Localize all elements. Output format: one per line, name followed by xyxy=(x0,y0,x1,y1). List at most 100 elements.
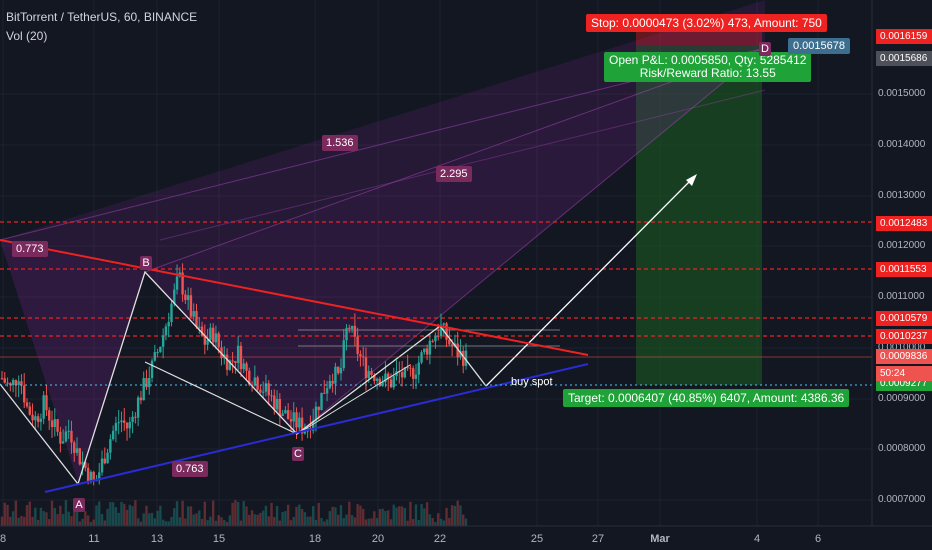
candle-body xyxy=(78,448,81,465)
x-tick-label: 13 xyxy=(150,533,164,545)
x-tick-label: 18 xyxy=(308,533,322,545)
volume-bar xyxy=(173,508,176,526)
candle-body xyxy=(345,327,348,341)
volume-bar xyxy=(120,501,123,526)
candle-body xyxy=(325,388,329,394)
volume-bar xyxy=(248,514,251,526)
volume-bar xyxy=(462,514,465,526)
fib-line-2 xyxy=(144,47,766,273)
candle-body xyxy=(117,422,120,424)
volume-bar xyxy=(95,505,98,526)
volume-bar xyxy=(334,507,337,526)
volume-bar xyxy=(198,510,201,526)
price-tag: 0.0016159 xyxy=(876,29,932,44)
candle-body xyxy=(214,333,218,343)
candle-body xyxy=(412,368,415,379)
y-tick-label: 0.0014000 xyxy=(878,139,926,150)
volume-bar xyxy=(106,508,109,526)
candle-body xyxy=(23,385,26,403)
candle-body xyxy=(92,471,95,481)
candle-body xyxy=(300,417,304,434)
volume-bar xyxy=(156,510,159,526)
volume-bar xyxy=(464,518,468,526)
volume-bar xyxy=(417,519,420,526)
volume-bar xyxy=(50,500,54,526)
fib-line-3 xyxy=(296,47,766,435)
x-tick-label: 8 xyxy=(0,533,7,545)
candle-body xyxy=(259,389,262,393)
x-tick-label: 6 xyxy=(814,533,822,545)
volume-bar xyxy=(14,500,18,526)
volume-bar xyxy=(139,521,143,526)
candle-body xyxy=(381,382,384,386)
point-b-label: B xyxy=(140,256,152,270)
volume-bar xyxy=(445,507,448,526)
volume-bar xyxy=(420,504,423,526)
candle-body xyxy=(86,467,90,482)
volume-bar xyxy=(67,511,70,526)
pattern-cd-lower xyxy=(296,364,411,435)
volume-bar xyxy=(70,516,73,526)
candle-body xyxy=(373,374,376,381)
volume-bar xyxy=(123,503,126,526)
volume-bar xyxy=(348,501,351,526)
volume-bar xyxy=(256,514,259,526)
volume-bar xyxy=(295,506,298,526)
candle-body xyxy=(0,378,4,380)
open-pnl-box: Open P&L: 0.0005850, Qty: 5285412 Risk/R… xyxy=(604,52,812,82)
volume-label: Vol (20) xyxy=(6,29,48,43)
volume-bar xyxy=(223,519,226,526)
volume-bar xyxy=(164,521,168,526)
chart-grid xyxy=(0,0,872,526)
candle-body xyxy=(56,419,59,432)
volume-bar xyxy=(186,506,190,526)
price-tag: 0.0012483 xyxy=(876,216,932,231)
candle-body xyxy=(250,384,254,386)
candle-body xyxy=(189,295,193,317)
candle-body xyxy=(9,383,12,386)
volume-bar xyxy=(34,507,37,526)
candle-body xyxy=(198,326,201,328)
candle-body xyxy=(100,458,104,473)
volume-bar xyxy=(73,506,76,526)
candle-body xyxy=(370,371,373,375)
volume-bar xyxy=(453,505,457,526)
volume-bar xyxy=(228,515,232,526)
volume-bar xyxy=(328,511,332,526)
volume-bar xyxy=(225,521,229,526)
candle-body xyxy=(156,352,159,354)
candle-body xyxy=(17,381,20,386)
volume-bar xyxy=(150,512,154,526)
price-tag: 0.0010579 xyxy=(876,311,932,326)
volume-bar xyxy=(53,507,56,526)
volume-bar xyxy=(281,512,284,526)
buy-spot-label: buy spot xyxy=(511,376,553,388)
volume-bars xyxy=(0,500,468,526)
volume-bar xyxy=(286,504,290,526)
candle-body xyxy=(98,472,101,481)
volume-bar xyxy=(339,505,343,526)
fib-triangle-left xyxy=(0,240,145,482)
candle-body xyxy=(292,412,295,422)
candle-body xyxy=(89,471,93,482)
volume-bar xyxy=(3,502,6,526)
point-a-label: A xyxy=(73,498,85,512)
candle-body xyxy=(245,363,248,371)
volume-bar xyxy=(78,521,81,526)
chart-title: BitTorrent / TetherUS, 60, BINANCE xyxy=(6,10,198,24)
volume-bar xyxy=(442,520,445,526)
candle-body xyxy=(42,395,45,419)
volume-bar xyxy=(403,507,407,526)
candle-body xyxy=(217,333,220,348)
volume-bar xyxy=(345,514,348,526)
candle-body xyxy=(256,377,259,390)
candle-body xyxy=(425,348,429,355)
volume-bar xyxy=(431,518,434,526)
volume-bar xyxy=(331,506,334,526)
volume-bar xyxy=(242,501,245,526)
volume-bar xyxy=(23,516,26,526)
candle-body xyxy=(225,354,229,370)
volume-bar xyxy=(434,521,437,526)
volume-bar xyxy=(342,518,345,526)
